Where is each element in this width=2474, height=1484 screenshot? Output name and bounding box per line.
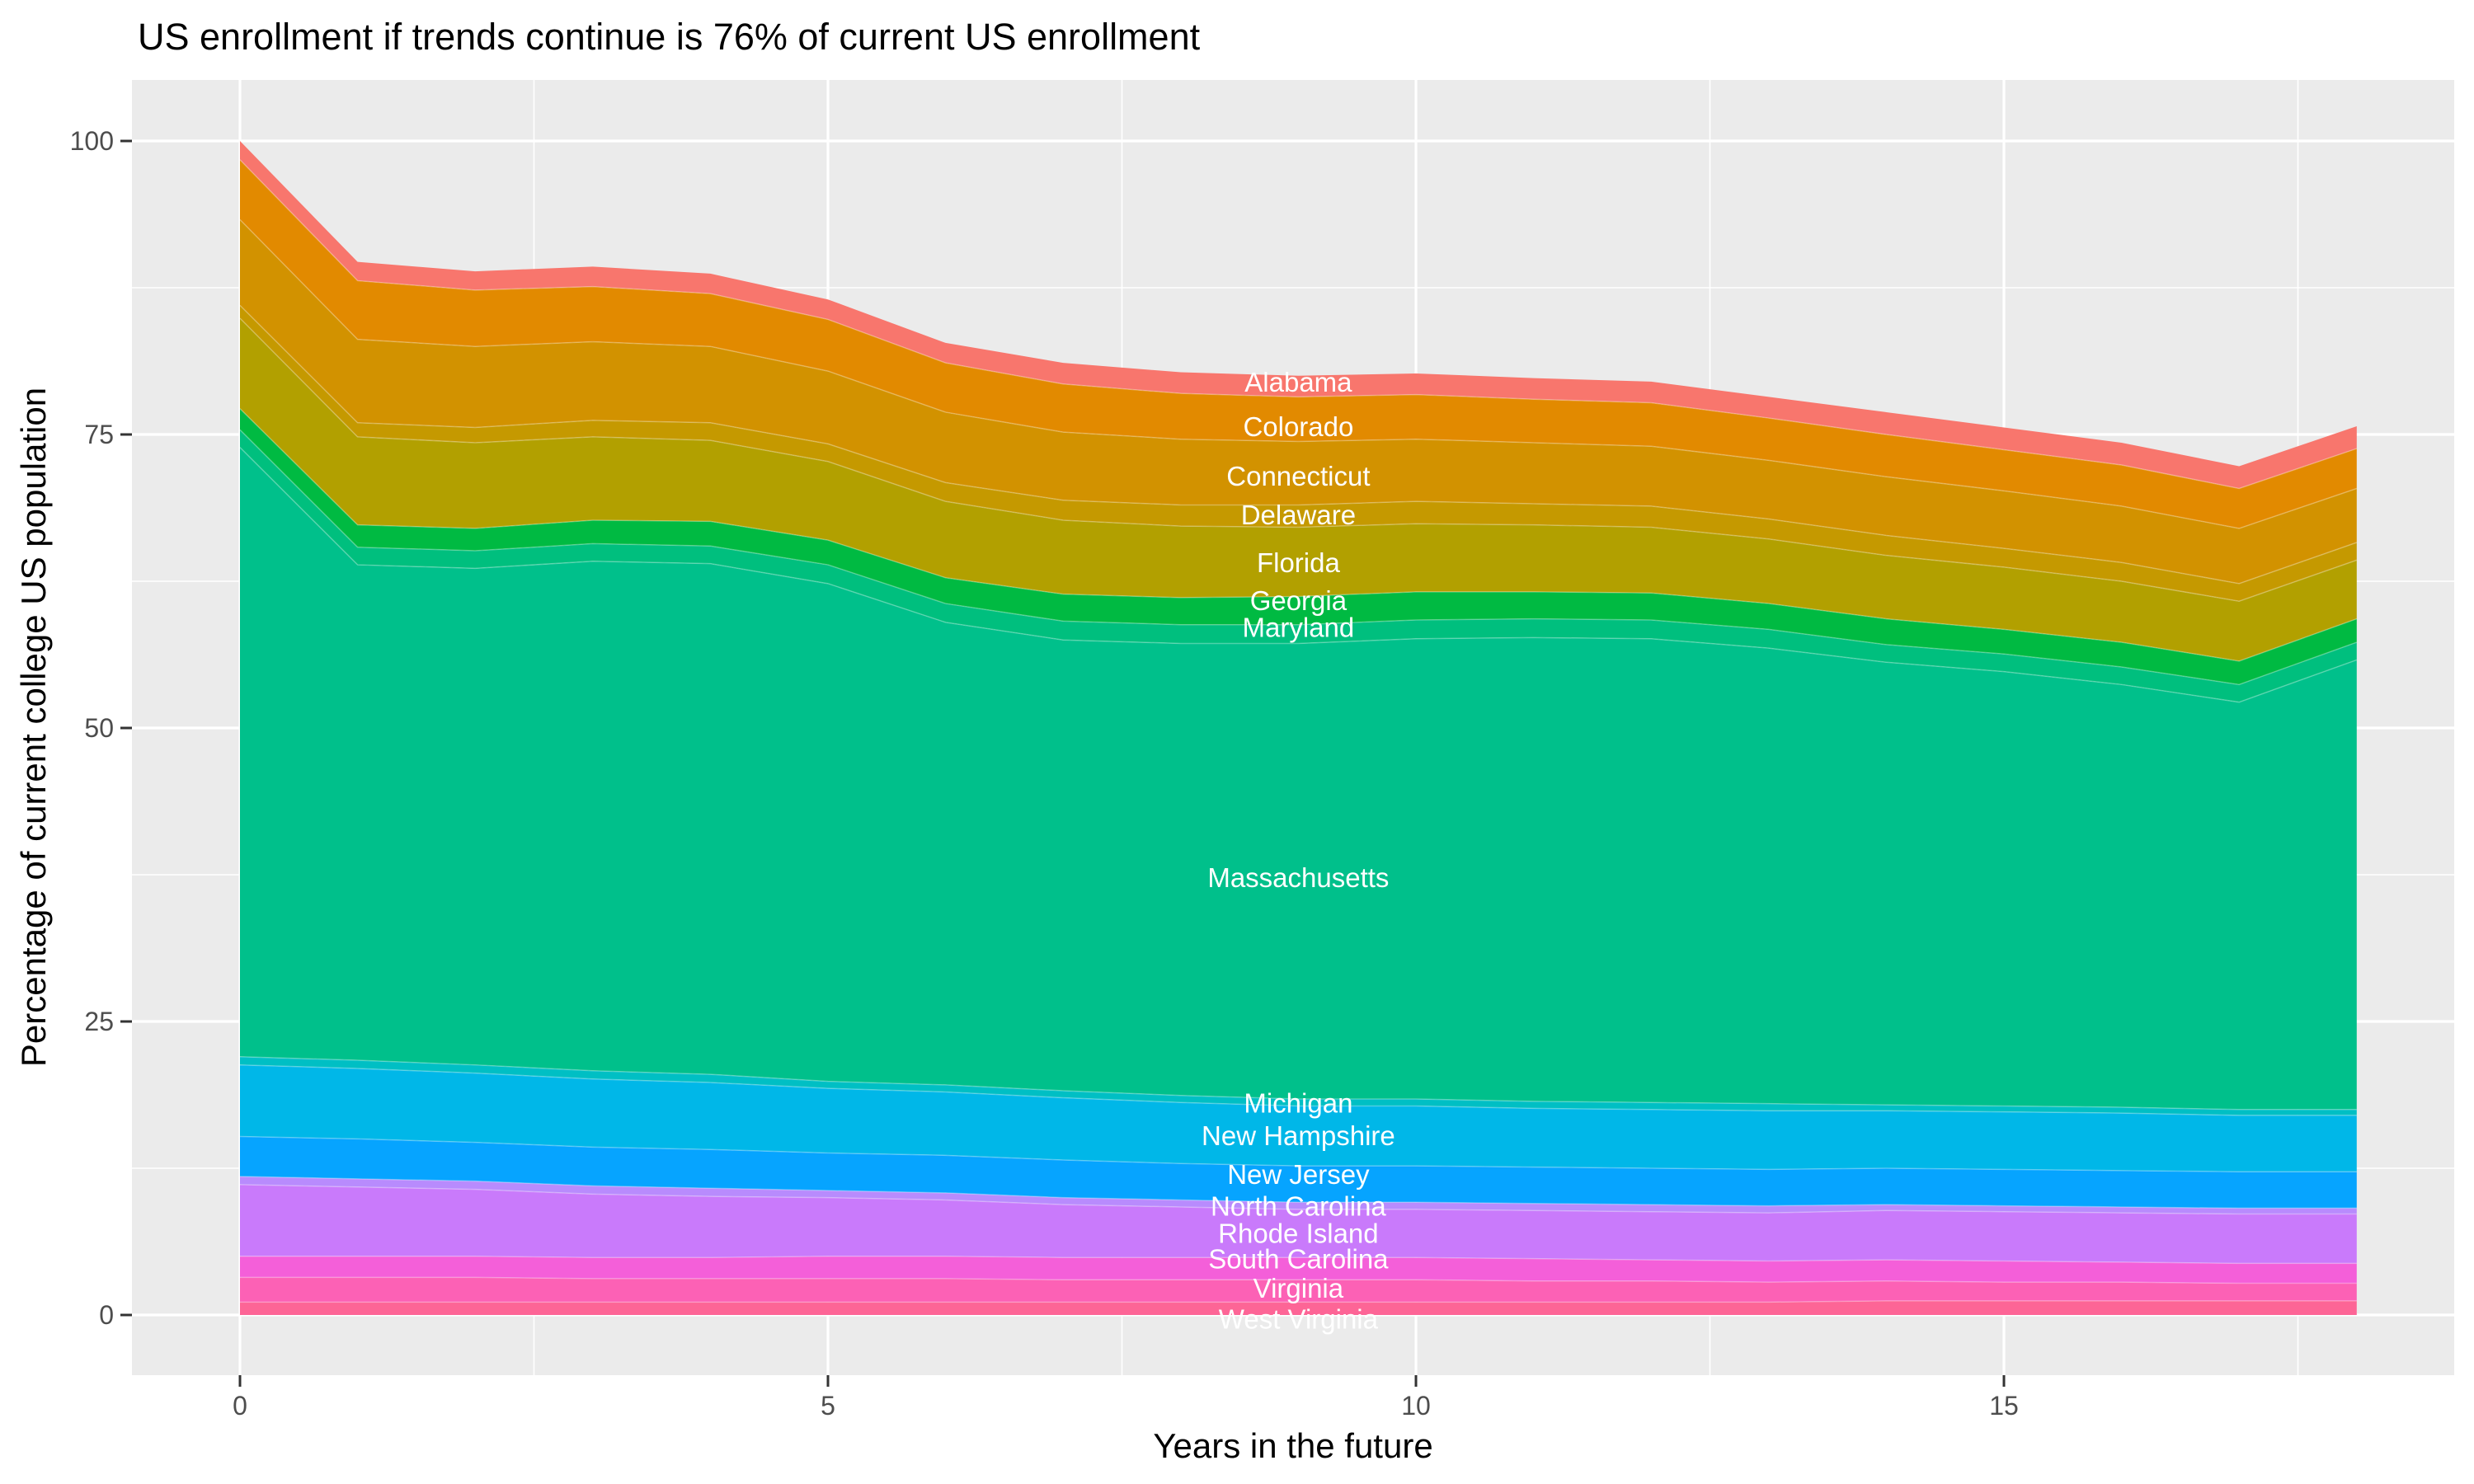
band-separators — [239, 159, 2358, 1303]
x-tick-label: 10 — [1401, 1391, 1431, 1421]
area-band-rhode-island — [240, 1184, 2357, 1264]
band-boundary — [239, 304, 2358, 585]
band-boundary — [239, 1135, 2357, 1173]
area-band-connecticut — [240, 219, 2357, 584]
state-label-new-jersey: New Jersey — [1227, 1159, 1370, 1190]
band-boundary — [240, 1276, 2357, 1284]
state-label-alabama: Alabama — [1244, 367, 1352, 397]
band-boundary — [239, 159, 2358, 490]
band-boundary — [239, 429, 2358, 686]
area-band-new-jersey — [240, 1136, 2357, 1209]
axis-ticks — [120, 139, 2006, 1387]
state-label-maryland: Maryland — [1243, 613, 1355, 643]
y-tick-label: 100 — [70, 126, 114, 156]
area-band-new-hampshire — [240, 1064, 2357, 1172]
band-boundary — [240, 1256, 2357, 1265]
state-label-new-hampshire: New Hampshire — [1202, 1120, 1395, 1151]
area-band-colorado — [240, 159, 2357, 528]
area-band-west-virginia — [240, 1300, 2357, 1315]
area-band-massachusetts — [240, 447, 2357, 1110]
area-band-north-carolina — [240, 1176, 2357, 1214]
state-label-west-virginia: West Virginia — [1219, 1303, 1379, 1334]
state-label-rhode-island: Rhode Island — [1218, 1218, 1378, 1248]
x-tick-label: 15 — [1989, 1391, 2019, 1421]
state-label-florida: Florida — [1257, 547, 1341, 578]
area-band-delaware — [240, 305, 2357, 602]
band-boundary — [239, 1064, 2357, 1116]
band-boundary — [239, 408, 2358, 662]
state-label-north-carolina: North Carolina — [1211, 1191, 1386, 1222]
state-label-connecticut: Connecticut — [1226, 461, 1370, 491]
band-boundary — [240, 1300, 2357, 1303]
state-label-colorado: Colorado — [1243, 411, 1353, 442]
state-label-michigan: Michigan — [1244, 1087, 1352, 1118]
band-boundary — [239, 1184, 2357, 1215]
y-axis-title: Percentage of current college US populat… — [14, 387, 53, 1067]
state-labels: Alabama Colorado Connecticut Delaware Florid… — [1202, 367, 1395, 1334]
band-boundary — [239, 317, 2358, 602]
axis-tick-labels: 0 5 10 15 0 25 50 75 100 — [70, 126, 2019, 1421]
area-band-maryland — [240, 430, 2357, 702]
y-tick-label: 0 — [99, 1300, 114, 1330]
state-label-virginia: Virginia — [1253, 1273, 1344, 1303]
area-band-michigan — [240, 1056, 2357, 1115]
band-boundary — [239, 1055, 2357, 1111]
y-tick-label: 25 — [84, 1007, 114, 1036]
chart-title: US enrollment if trends continue is 76% … — [138, 16, 1201, 58]
state-label-south-carolina: South Carolina — [1208, 1244, 1389, 1275]
band-boundary — [239, 1176, 2357, 1209]
state-label-massachusetts: Massachusetts — [1207, 862, 1389, 893]
band-boundary — [239, 447, 2358, 703]
area-band-alabama — [240, 141, 2357, 489]
state-label-delaware: Delaware — [1241, 500, 1356, 530]
area-bands — [240, 141, 2357, 1315]
y-tick-label: 75 — [84, 420, 114, 449]
band-boundary — [239, 218, 2358, 529]
area-band-south-carolina — [240, 1256, 2357, 1284]
area-band-virginia — [240, 1277, 2357, 1303]
x-tick-label: 0 — [233, 1391, 247, 1421]
y-tick-label: 50 — [84, 713, 114, 743]
x-axis-title: Years in the future — [1153, 1426, 1432, 1465]
x-tick-label: 5 — [821, 1391, 835, 1421]
area-band-florida — [240, 318, 2357, 661]
area-band-georgia — [240, 408, 2357, 685]
state-label-georgia: Georgia — [1250, 585, 1348, 616]
